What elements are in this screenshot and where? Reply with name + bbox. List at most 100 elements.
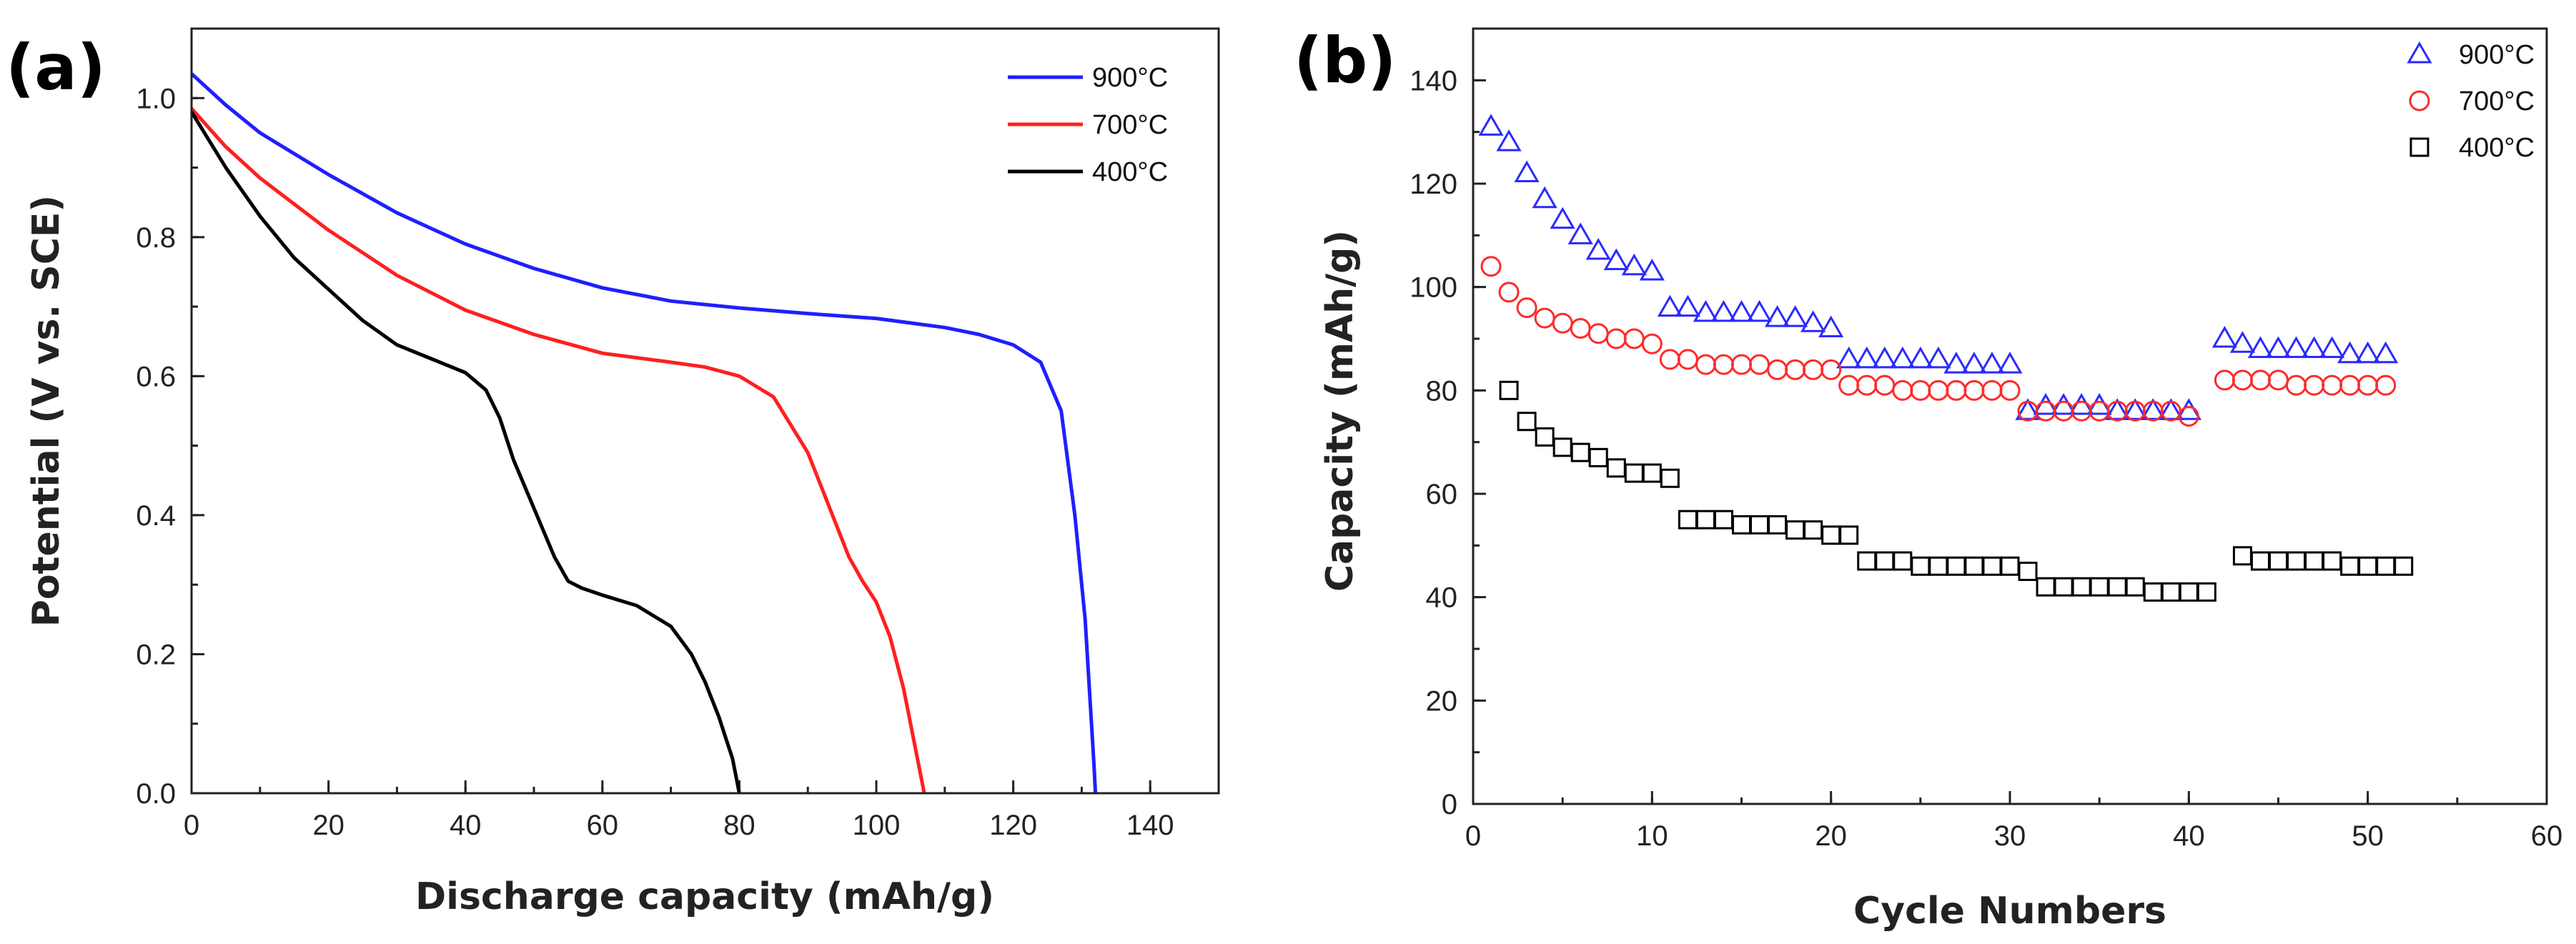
panel-b-y-axis-title: Capacity (mAh/g) (1319, 230, 1362, 592)
x-tick-label: 20 (1815, 820, 1847, 852)
data-point-triangle (1585, 238, 1611, 260)
data-point-circle (1623, 328, 1645, 349)
y-tick-label: 0.4 (136, 500, 176, 532)
y-tick-label: 0.6 (136, 361, 176, 392)
data-point-square (2125, 577, 2145, 597)
data-point-circle (1981, 379, 2003, 401)
y-tick-label: 120 (1410, 169, 1457, 200)
y-tick-label: 0.8 (136, 222, 176, 254)
data-point-circle (1552, 312, 1573, 334)
x-tick-label: 50 (2352, 820, 2384, 852)
data-point-circle (1928, 379, 1949, 401)
data-point-triangle (2319, 336, 2345, 358)
data-point-square (1821, 525, 1841, 545)
data-point-circle (2071, 400, 2092, 422)
legend-marker-circle (2409, 90, 2430, 111)
data-point-circle (2322, 374, 2343, 396)
data-point-circle (1731, 354, 1752, 375)
data-point-circle (2286, 374, 2307, 396)
data-point-circle (2089, 400, 2110, 422)
y-tick-label: 100 (1410, 272, 1457, 304)
data-point-triangle (1693, 299, 1719, 322)
legend-marker-triangle (2407, 41, 2432, 64)
legend-label: 400°C (2459, 133, 2535, 163)
panel-a-plot-frame (190, 27, 1220, 795)
data-point-triangle (2015, 398, 2041, 420)
series-line-400C (189, 111, 741, 794)
data-point-triangle (1890, 346, 1916, 369)
data-point-triangle (1764, 305, 1790, 327)
data-point-square (2143, 582, 2163, 602)
data-point-triangle (2247, 336, 2274, 358)
data-point-triangle (1908, 346, 1933, 369)
data-point-circle (2268, 369, 2289, 391)
y-tick-label: 80 (1426, 375, 1458, 407)
data-point-square (1839, 525, 1859, 545)
data-point-circle (2035, 400, 2056, 422)
data-point-square (2071, 577, 2091, 597)
data-point-square (2340, 556, 2360, 576)
x-tick-label: 20 (312, 810, 345, 841)
data-point-square (1642, 463, 1662, 483)
data-point-square (1750, 515, 1770, 535)
data-point-square (2179, 582, 2199, 602)
data-point-triangle (2122, 398, 2148, 420)
data-point-circle (1713, 354, 1734, 375)
data-point-square (1606, 458, 1626, 478)
data-point-square (2376, 556, 2396, 576)
data-point-triangle (2140, 398, 2166, 420)
data-point-circle (1641, 333, 1663, 354)
data-point-triangle (1926, 346, 1951, 369)
data-point-triangle (1997, 352, 2023, 374)
data-point-circle (1785, 359, 1806, 380)
legend-label: 700°C (2459, 86, 2535, 116)
panel-a-legend: 900°C 700°C 400°C (1008, 63, 1168, 187)
data-point-square (1552, 437, 1572, 457)
data-point-square (2107, 577, 2127, 597)
data-point-circle (1605, 328, 1627, 349)
data-point-square (1928, 556, 1948, 576)
data-point-square (1732, 515, 1751, 535)
series-line-700C (190, 107, 926, 794)
data-point-square (1695, 510, 1715, 530)
x-tick-label: 120 (989, 810, 1037, 841)
series-line-900C (190, 72, 1098, 794)
y-tick-label: 1.0 (136, 83, 176, 114)
data-point-square (2054, 577, 2074, 597)
x-tick-label: 60 (2531, 820, 2563, 852)
data-point-circle (1946, 379, 1967, 401)
y-tick-label: 140 (1410, 65, 1457, 96)
data-point-triangle (2301, 336, 2327, 358)
y-tick-label: 0.2 (136, 639, 176, 670)
series-700C (1480, 256, 2397, 427)
data-point-triangle (2355, 341, 2381, 364)
data-point-circle (1570, 318, 1591, 339)
data-point-square (1964, 556, 1984, 576)
data-point-square (1982, 556, 2002, 576)
data-point-circle (1677, 349, 1698, 370)
data-point-triangle (1800, 310, 1826, 332)
data-point-square (1499, 380, 1519, 400)
data-point-triangle (2337, 341, 2363, 364)
y-tick-label: 40 (1426, 582, 1458, 614)
data-point-triangle (2229, 331, 2256, 353)
data-point-circle (1803, 359, 1824, 380)
y-tick-label: 20 (1426, 685, 1458, 717)
panel-a-x-axis-title: Discharge capacity (mAh/g) (415, 875, 994, 918)
data-point-triangle (1783, 305, 1808, 327)
data-point-circle (1498, 282, 1520, 303)
data-point-triangle (1621, 253, 1647, 276)
data-point-circle (1874, 374, 1896, 396)
data-point-circle (1856, 374, 1878, 396)
data-point-circle (2231, 369, 2253, 391)
data-point-circle (1910, 379, 1931, 401)
data-point-circle (1695, 354, 1716, 375)
panel-b-legend: 900°C 700°C 400°C (2407, 40, 2535, 163)
x-tick-label: 40 (2173, 820, 2205, 852)
data-point-circle (1820, 359, 1842, 380)
data-point-square (2036, 577, 2056, 597)
data-point-circle (1587, 323, 1609, 344)
data-point-triangle (1603, 248, 1629, 270)
legend-label: 700°C (1092, 110, 1168, 140)
